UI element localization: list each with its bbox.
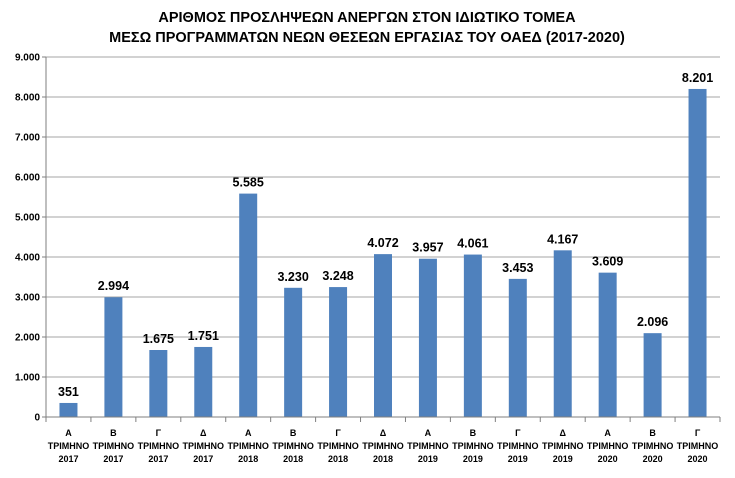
y-tick-label: 9.000 <box>15 53 40 64</box>
y-axis-ticks: 0 1.000 2.000 3.000 4.000 5.000 6.000 7.000 8.00… <box>15 53 46 424</box>
x-tick-label: ΤΡΙΜΗΝΟ <box>138 441 180 451</box>
y-tick-label: 2.000 <box>15 333 40 344</box>
y-tick-label: 3.000 <box>15 293 40 304</box>
x-tick-label: ΤΡΙΜΗΝΟ <box>227 441 269 451</box>
data-label: 3.230 <box>277 270 308 284</box>
x-tick-label: 2019 <box>553 454 573 464</box>
data-label: 2.096 <box>637 315 668 329</box>
x-tick-label: Γ <box>695 428 701 438</box>
bar <box>149 350 168 417</box>
x-tick-label: Δ <box>200 428 207 438</box>
x-tick-label: Β <box>649 428 656 438</box>
bar <box>508 278 527 417</box>
x-tick-label: 2019 <box>463 454 483 464</box>
bar <box>688 88 707 418</box>
bar <box>329 287 348 417</box>
x-tick-label: 2019 <box>508 454 528 464</box>
x-tick-label: 2019 <box>418 454 438 464</box>
data-label: 1.675 <box>143 332 174 346</box>
x-tick-label: ΤΡΙΜΗΝΟ <box>272 441 314 451</box>
x-tick-label: 2018 <box>283 454 303 464</box>
x-tick-label: ΤΡΙΜΗΝΟ <box>542 441 584 451</box>
data-label: 4.167 <box>547 232 578 246</box>
x-tick-label: Δ <box>559 428 566 438</box>
x-tick-label: ΤΡΙΜΗΝΟ <box>48 441 90 451</box>
bar <box>643 333 662 417</box>
x-tick-label: ΤΡΙΜΗΝΟ <box>362 441 404 451</box>
chart-title-line-1: ΑΡΙΘΜΟΣ ΠΡΟΣΛΗΨΕΩΝ ΑΝΕΡΓΩΝ ΣΤΟΝ ΙΔΙΩΤΙΚΟ… <box>158 10 576 26</box>
data-label: 8.201 <box>682 71 713 85</box>
gridlines <box>46 56 720 378</box>
bar <box>194 346 213 417</box>
x-tick-label: ΤΡΙΜΗΝΟ <box>497 441 539 451</box>
x-tick-label: 2018 <box>373 454 393 464</box>
bars <box>59 88 707 418</box>
y-tick-label: 1.000 <box>15 373 40 384</box>
x-tick-label: 2020 <box>643 454 663 464</box>
x-tick-label: ΤΡΙΜΗΝΟ <box>183 441 225 451</box>
x-tick-label: Α <box>245 428 252 438</box>
x-tick-label: Δ <box>380 428 387 438</box>
data-label: 3.453 <box>502 261 533 275</box>
y-tick-label: 8.000 <box>15 93 40 104</box>
bar <box>598 272 617 417</box>
bar <box>239 193 258 417</box>
x-tick-label: 2018 <box>238 454 258 464</box>
data-label: 3.957 <box>412 241 443 255</box>
x-tick-label: 2020 <box>598 454 618 464</box>
data-labels: 351 2.994 1.675 1.751 5.585 3.230 3.248 4.072 3.… <box>58 71 713 399</box>
data-label: 1.751 <box>188 329 219 343</box>
x-tick-label: ΤΡΙΜΗΝΟ <box>93 441 135 451</box>
bar <box>418 258 437 417</box>
x-tick-label: 2020 <box>688 454 708 464</box>
x-tick-label: ΤΡΙΜΗΝΟ <box>677 441 719 451</box>
data-label: 5.585 <box>233 176 264 190</box>
x-tick-label: Β <box>290 428 297 438</box>
axes <box>45 57 721 422</box>
data-label: 351 <box>58 385 79 399</box>
x-axis-labels: Α ΤΡΙΜΗΝΟ 2017 Β ΤΡΙΜΗΝΟ 2017 Γ ΤΡΙΜΗΝΟ 2017 Δ ΤΡΙ… <box>48 428 719 464</box>
data-label: 4.061 <box>457 237 488 251</box>
y-tick-label: 7.000 <box>15 133 40 144</box>
y-tick-label: 6.000 <box>15 173 40 184</box>
x-tick-label: Γ <box>156 428 162 438</box>
data-label: 3.609 <box>592 255 623 269</box>
bar <box>284 287 303 417</box>
bar <box>553 250 572 417</box>
x-tick-label: 2017 <box>103 454 123 464</box>
x-tick-label: ΤΡΙΜΗΝΟ <box>452 441 494 451</box>
x-tick-label: ΤΡΙΜΗΝΟ <box>587 441 629 451</box>
x-tick-label: ΤΡΙΜΗΝΟ <box>317 441 359 451</box>
y-tick-label: 4.000 <box>15 253 40 264</box>
data-label: 3.248 <box>322 269 353 283</box>
y-tick-label: 0 <box>34 413 40 424</box>
data-label: 2.994 <box>98 279 129 293</box>
bar <box>463 254 482 417</box>
x-tick-label: ΤΡΙΜΗΝΟ <box>407 441 449 451</box>
x-tick-label: 2017 <box>193 454 213 464</box>
x-tick-label: 2017 <box>58 454 78 464</box>
data-label: 4.072 <box>367 236 398 250</box>
x-tick-label: Γ <box>335 428 341 438</box>
bar <box>104 297 123 417</box>
x-tick-label: Β <box>470 428 477 438</box>
x-tick-label: Γ <box>515 428 521 438</box>
x-tick-label: Β <box>110 428 117 438</box>
x-tick-label: Α <box>425 428 432 438</box>
bar <box>374 254 392 417</box>
x-tick-label: ΤΡΙΜΗΝΟ <box>632 441 674 451</box>
y-tick-label: 5.000 <box>15 213 40 224</box>
x-tick-label: Α <box>65 428 72 438</box>
x-tick-label: 2018 <box>328 454 348 464</box>
x-tick-label: 2017 <box>148 454 168 464</box>
x-tick-label: Α <box>604 428 611 438</box>
bar <box>59 402 78 417</box>
chart-title-line-2: ΜΕΣΩ ΠΡΟΓΡΑΜΜΑΤΩΝ ΝΕΩΝ ΘΕΣΕΩΝ ΕΡΓΑΣΙΑΣ Τ… <box>109 30 625 46</box>
